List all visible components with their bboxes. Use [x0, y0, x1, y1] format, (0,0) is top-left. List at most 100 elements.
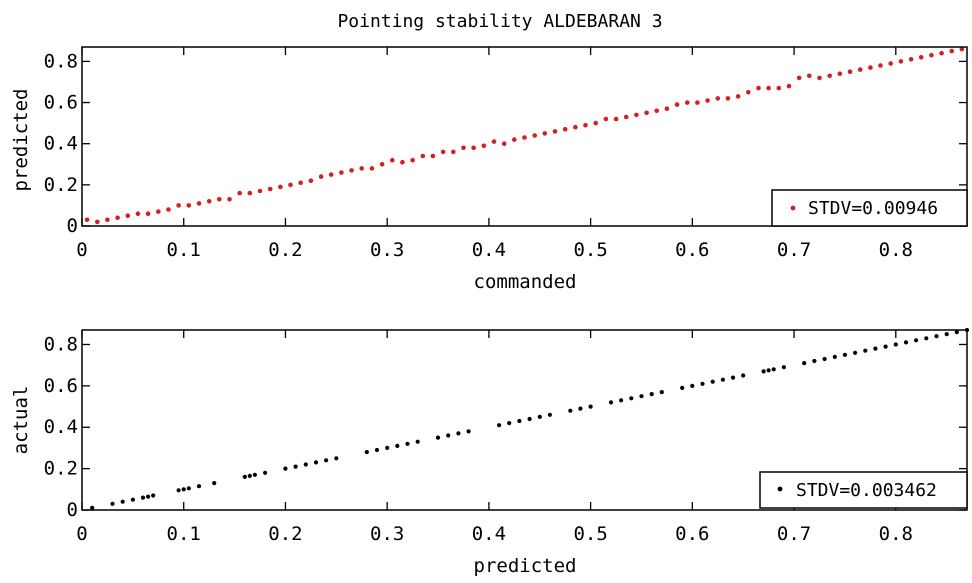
- bottom-plot-point: [415, 439, 420, 444]
- bottom-plot-point: [578, 406, 583, 411]
- bottom-plot-point: [710, 379, 715, 384]
- bottom-plot-point: [903, 340, 909, 345]
- top-plot-point: [267, 186, 273, 192]
- bottom-plot-point: [659, 390, 664, 395]
- top-plot-point: [369, 166, 375, 171]
- top-plot-point: [461, 145, 466, 151]
- top-plot-xtick-label: 0.6: [675, 239, 709, 261]
- top-plot-point: [583, 122, 588, 128]
- top-plot-point: [115, 215, 120, 221]
- bottom-plot-point: [507, 421, 512, 426]
- bottom-plot-point: [252, 472, 257, 477]
- top-plot-point: [878, 63, 883, 68]
- top-plot-point: [552, 129, 558, 134]
- top-plot-legend-marker: [790, 205, 796, 211]
- top-plot-point: [95, 219, 100, 225]
- bottom-plot-point: [924, 336, 929, 341]
- bottom-plot-point: [873, 346, 878, 351]
- bottom-plot-ytick-label: 0.6: [44, 375, 78, 397]
- bottom-plot-point: [883, 344, 888, 349]
- bottom-plot-xtick-label: 0: [76, 523, 87, 545]
- top-plot-xtick-label: 0: [76, 239, 87, 261]
- top-plot-point: [451, 149, 456, 155]
- top-plot-point: [868, 65, 873, 70]
- bottom-plot-point: [364, 450, 369, 455]
- bottom-plot-point: [186, 486, 191, 491]
- bottom-plot-xtick-label: 0.7: [777, 523, 811, 545]
- bottom-plot-point: [730, 375, 736, 380]
- bottom-plot-ylabel: actual: [10, 386, 32, 455]
- top-plot-ticks: 0 0.1 0.2 0.3 0.4 0.5 0.6 0.7 0.8 0 0.2 0.4 0.6 0.8: [44, 47, 967, 261]
- bottom-plot-point: [146, 494, 151, 499]
- bottom-plot-point: [853, 350, 858, 355]
- top-plot-point: [959, 46, 965, 52]
- top-plot-point: [217, 197, 222, 202]
- top-plot-point: [379, 162, 385, 167]
- bottom-plot-point: [568, 408, 573, 413]
- top-plot-point: [166, 207, 171, 212]
- bottom-plot-ytick-label: 0: [67, 499, 78, 521]
- bottom-plot-xtick-label: 0.3: [370, 523, 404, 545]
- bottom-plot-point: [690, 383, 695, 388]
- top-plot-point: [776, 85, 782, 91]
- top-plot-point: [471, 145, 476, 151]
- top-plot-point: [359, 166, 365, 171]
- top-plot-point: [196, 201, 202, 206]
- top-plot-point: [532, 133, 537, 138]
- top-plot-point: [542, 131, 548, 136]
- bottom-plot-point: [720, 377, 726, 382]
- top-plot-point: [918, 55, 924, 60]
- top-plot-legend-label: STDV=0.00946: [808, 198, 938, 219]
- bottom-plot-point: [842, 352, 848, 357]
- bottom-plot-point: [196, 484, 202, 489]
- top-plot-point: [735, 94, 741, 99]
- bottom-plot-point: [212, 481, 217, 486]
- bottom-plot-xtick-label: 0.1: [167, 523, 201, 545]
- top-plot-ylabel: predicted: [10, 89, 32, 192]
- top-plot-point: [105, 217, 110, 223]
- bottom-plot: 0 0.1 0.2 0.3 0.4 0.5 0.6 0.7 0.8 0 0.2 0.4 0.6 0.8 p…: [10, 327, 970, 577]
- top-plot-marks: [84, 46, 965, 225]
- top-plot-point: [84, 217, 90, 223]
- top-plot-point: [756, 85, 761, 91]
- bottom-plot-point: [629, 396, 634, 401]
- bottom-plot-xtick-label: 0.4: [472, 523, 506, 545]
- bottom-plot-point: [608, 400, 614, 405]
- bottom-plot-point: [741, 373, 746, 378]
- bottom-plot-xtick-label: 0.6: [675, 523, 709, 545]
- bottom-plot-point: [700, 381, 705, 386]
- top-plot-point: [746, 90, 751, 95]
- bottom-plot-point: [639, 394, 644, 399]
- top-plot-point: [654, 108, 659, 114]
- top-plot-ytick-label: 0.6: [44, 92, 78, 114]
- bottom-plot-ytick-label: 0.2: [44, 458, 78, 480]
- top-plot-point: [176, 203, 181, 208]
- top-plot-xlabel: commanded: [474, 271, 577, 293]
- bottom-plot-point: [863, 348, 868, 353]
- bottom-plot-point: [466, 429, 471, 434]
- top-plot-point: [430, 153, 436, 159]
- top-plot-point: [674, 102, 680, 107]
- bottom-plot-point: [446, 433, 451, 438]
- top-plot-xtick-label: 0.4: [472, 239, 506, 261]
- bottom-plot-point: [547, 412, 553, 417]
- bottom-plot-point: [761, 369, 766, 374]
- bottom-plot-point: [110, 501, 115, 506]
- top-plot-point: [257, 188, 263, 194]
- top-plot-xtick-label: 0.8: [879, 239, 913, 261]
- bottom-plot-point: [680, 385, 685, 390]
- top-plot-point: [298, 180, 304, 186]
- top-plot-xtick-label: 0.1: [167, 239, 201, 261]
- bottom-plot-point: [435, 435, 441, 440]
- bottom-plot-point: [130, 497, 135, 502]
- top-plot-point: [481, 143, 487, 149]
- bottom-plot-point: [374, 447, 380, 453]
- bottom-plot-point: [242, 474, 247, 479]
- top-plot-point: [573, 124, 578, 130]
- top-plot-point: [339, 170, 344, 175]
- bottom-plot-point: [832, 354, 837, 359]
- bottom-plot-point: [313, 460, 319, 465]
- top-plot-point: [715, 96, 721, 101]
- top-plot-point: [562, 127, 568, 132]
